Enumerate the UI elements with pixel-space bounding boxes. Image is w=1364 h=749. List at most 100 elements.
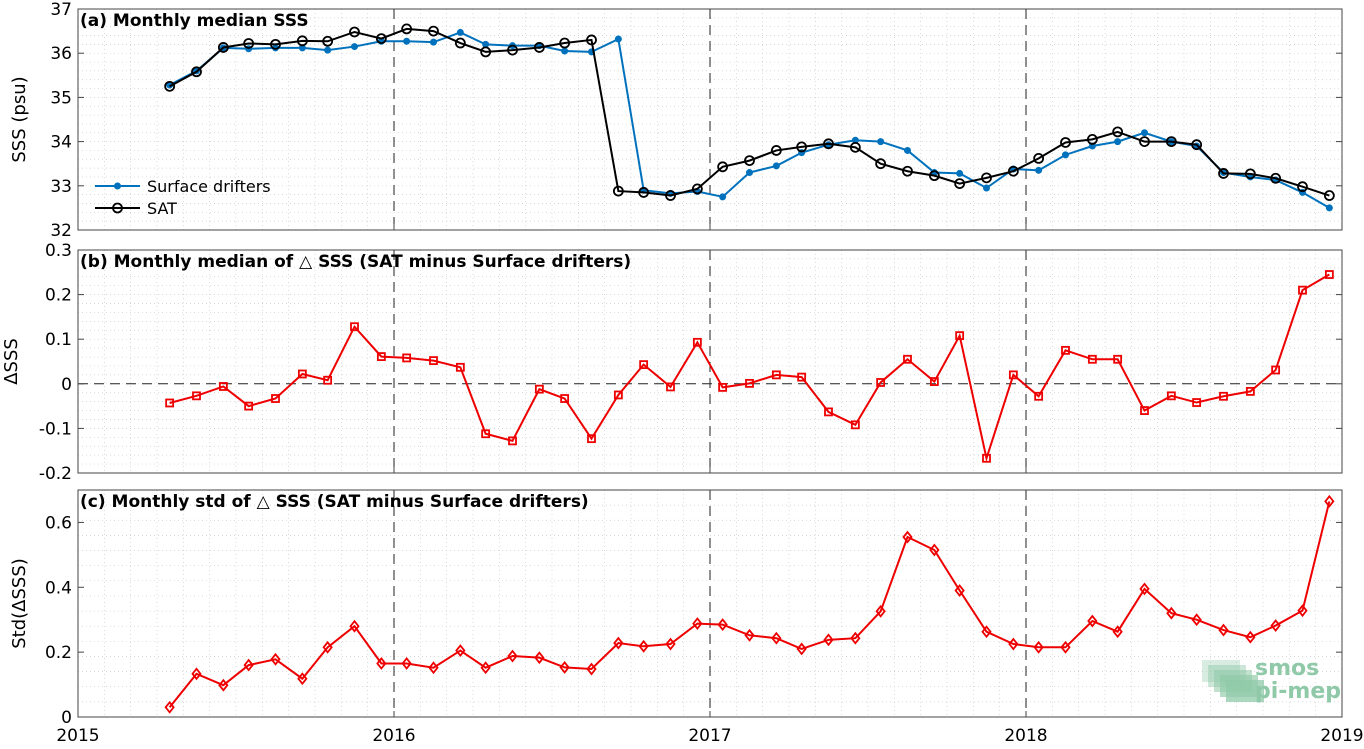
y-tick-label: 0.4 bbox=[45, 578, 72, 598]
data-point bbox=[243, 38, 255, 49]
data-point bbox=[1008, 637, 1019, 651]
data-point bbox=[983, 184, 990, 192]
data-point bbox=[1061, 345, 1070, 355]
data-point bbox=[850, 631, 861, 645]
y-tick-label: 34 bbox=[50, 133, 72, 153]
series-line bbox=[168, 501, 1331, 708]
data-point bbox=[192, 391, 201, 401]
data-point bbox=[875, 158, 887, 170]
data-point bbox=[1112, 625, 1123, 639]
data-point bbox=[191, 667, 202, 681]
data-point bbox=[1298, 285, 1307, 295]
data-point bbox=[428, 661, 439, 675]
data-point bbox=[456, 28, 464, 36]
data-point bbox=[1060, 640, 1071, 654]
series-line bbox=[169, 31, 1330, 209]
y-tick-label: 33 bbox=[50, 177, 72, 197]
data-point bbox=[614, 35, 622, 43]
data-point bbox=[401, 23, 413, 35]
data-point bbox=[1035, 166, 1043, 174]
data-point bbox=[1113, 354, 1123, 364]
data-point bbox=[1141, 129, 1148, 137]
data-point bbox=[298, 44, 306, 52]
data-point bbox=[1245, 386, 1255, 396]
data-point bbox=[1087, 614, 1098, 628]
x-tick-label: 2017 bbox=[688, 726, 731, 745]
data-point bbox=[507, 649, 518, 663]
data-point bbox=[902, 165, 913, 177]
data-point bbox=[929, 543, 940, 557]
data-point bbox=[956, 169, 964, 177]
data-point bbox=[982, 453, 991, 463]
data-point bbox=[349, 619, 360, 633]
data-point bbox=[1166, 391, 1176, 401]
data-point bbox=[270, 652, 281, 666]
data-point bbox=[1112, 126, 1124, 138]
data-point bbox=[1114, 138, 1122, 146]
data-point bbox=[954, 584, 965, 597]
data-point bbox=[272, 44, 279, 52]
data-point bbox=[1008, 370, 1018, 380]
data-point bbox=[1297, 181, 1308, 193]
data-point bbox=[296, 35, 308, 47]
data-point bbox=[797, 372, 807, 382]
data-point bbox=[323, 375, 333, 385]
logo-text-line2: pi-mep bbox=[1255, 679, 1341, 704]
data-point bbox=[771, 370, 781, 380]
data-point bbox=[904, 146, 911, 154]
legend: Surface drifters SAT bbox=[95, 177, 271, 218]
data-point bbox=[1007, 165, 1019, 177]
series-delta-2 bbox=[164, 494, 1335, 714]
logo-text-line1: smos bbox=[1255, 656, 1319, 681]
data-point bbox=[638, 639, 649, 653]
data-point bbox=[455, 644, 466, 657]
data-point bbox=[1323, 190, 1335, 201]
data-point bbox=[665, 637, 676, 651]
data-point bbox=[403, 37, 411, 45]
data-point bbox=[1087, 354, 1097, 364]
y-tick-label: 0 bbox=[61, 708, 72, 728]
y-tick-label: -0.2 bbox=[39, 464, 72, 484]
data-point bbox=[428, 25, 439, 37]
y-tick-label: 0.3 bbox=[45, 241, 72, 261]
data-point bbox=[270, 38, 281, 50]
x-tick-label: 2019 bbox=[1320, 726, 1363, 745]
data-point bbox=[533, 42, 545, 53]
data-point bbox=[349, 26, 360, 38]
data-point bbox=[586, 34, 597, 46]
data-point bbox=[480, 661, 491, 675]
data-point bbox=[350, 322, 359, 332]
y-tick-label: 32 bbox=[50, 221, 72, 241]
data-point bbox=[612, 185, 624, 197]
data-point bbox=[954, 178, 966, 189]
data-point bbox=[1218, 168, 1229, 179]
data-point bbox=[1324, 494, 1335, 508]
data-point bbox=[401, 657, 412, 670]
data-point bbox=[613, 390, 623, 400]
series-line bbox=[169, 273, 1330, 463]
data-point bbox=[691, 183, 703, 195]
data-point bbox=[1191, 613, 1202, 627]
data-point bbox=[322, 640, 333, 654]
data-point bbox=[1297, 604, 1308, 618]
y-axis-label: SSS (psu) bbox=[9, 76, 30, 162]
data-point bbox=[1139, 582, 1150, 596]
data-point bbox=[217, 42, 229, 53]
panel-title: (b) Monthly median of △ SSS (SAT minus S… bbox=[80, 252, 631, 272]
data-point bbox=[586, 662, 597, 676]
data-point bbox=[376, 352, 386, 361]
data-point bbox=[796, 141, 808, 153]
y-tick-label: 37 bbox=[50, 0, 72, 20]
data-point bbox=[480, 46, 492, 58]
data-point bbox=[903, 354, 912, 364]
y-tick-label: 0.2 bbox=[45, 286, 72, 306]
data-point bbox=[1034, 391, 1044, 401]
data-point bbox=[692, 337, 702, 347]
data-point bbox=[692, 617, 703, 631]
data-point bbox=[218, 678, 229, 692]
data-point bbox=[297, 672, 308, 686]
logo-block bbox=[1226, 680, 1264, 702]
data-point bbox=[823, 138, 834, 150]
data-point bbox=[1139, 136, 1150, 148]
data-point bbox=[744, 155, 755, 167]
